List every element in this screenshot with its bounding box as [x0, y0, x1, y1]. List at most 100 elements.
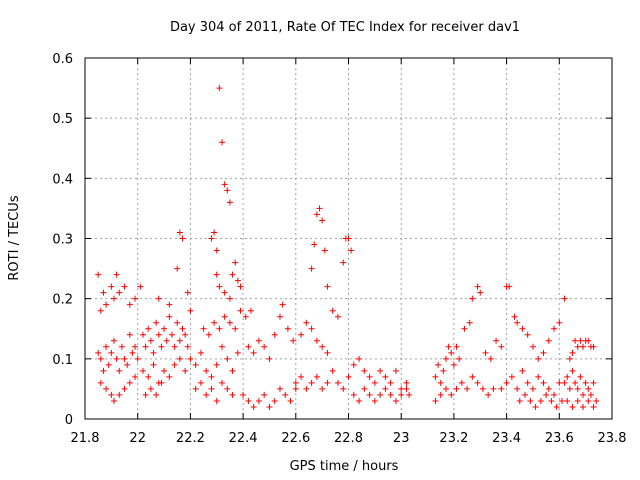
data-point	[313, 211, 320, 218]
data-point	[540, 349, 547, 356]
data-point	[464, 385, 471, 392]
data-point	[240, 391, 247, 398]
data-point	[108, 283, 115, 290]
data-point	[171, 343, 178, 350]
data-point	[250, 403, 257, 410]
data-point	[582, 379, 589, 386]
data-point	[174, 265, 181, 272]
y-tick-label: 0.6	[52, 52, 73, 67]
data-point	[561, 295, 568, 302]
data-point	[458, 379, 465, 386]
data-point	[163, 337, 170, 344]
data-point	[219, 343, 226, 350]
data-point	[545, 337, 552, 344]
x-tick-label: 23.8	[598, 431, 627, 446]
data-point	[113, 271, 120, 278]
data-point	[361, 367, 368, 374]
data-point	[432, 373, 439, 380]
data-point	[371, 397, 378, 404]
data-point	[535, 373, 542, 380]
data-point	[514, 385, 521, 392]
data-point	[250, 349, 257, 356]
data-point	[116, 367, 123, 374]
data-point	[556, 379, 563, 386]
data-point	[524, 331, 531, 338]
data-point	[179, 235, 186, 242]
data-point	[292, 379, 299, 386]
data-point	[348, 247, 355, 254]
data-point	[319, 385, 326, 392]
data-point	[166, 301, 173, 308]
data-point	[248, 307, 255, 314]
data-point	[226, 319, 233, 326]
x-tick-label: 22.6	[281, 431, 310, 446]
data-point	[377, 367, 384, 374]
data-point	[498, 343, 505, 350]
data-point	[340, 259, 347, 266]
data-point	[208, 235, 215, 242]
data-point	[537, 397, 544, 404]
data-point	[553, 403, 560, 410]
data-point	[237, 283, 244, 290]
data-point	[387, 379, 394, 386]
data-point	[522, 391, 529, 398]
data-point	[450, 361, 457, 368]
data-point	[356, 355, 363, 362]
data-point	[564, 373, 571, 380]
data-point	[139, 331, 146, 338]
data-point	[221, 313, 228, 320]
data-point	[221, 181, 228, 188]
data-point	[566, 385, 573, 392]
data-point	[406, 391, 413, 398]
data-point	[100, 367, 107, 374]
x-tick-label: 23.2	[439, 431, 468, 446]
data-point	[213, 397, 220, 404]
data-point	[174, 319, 181, 326]
data-point	[474, 283, 481, 290]
data-point	[187, 355, 194, 362]
data-point	[113, 355, 120, 362]
data-point	[208, 385, 215, 392]
data-point	[161, 367, 168, 374]
data-point	[580, 391, 587, 398]
data-point	[226, 199, 233, 206]
x-axis-label: GPS time / hours	[290, 459, 399, 474]
data-point	[474, 379, 481, 386]
data-point	[213, 247, 220, 254]
data-point	[569, 349, 576, 356]
data-point	[453, 385, 460, 392]
data-point	[224, 385, 231, 392]
data-point	[561, 379, 568, 386]
x-tick-label: 22.8	[334, 431, 363, 446]
data-point	[221, 289, 228, 296]
data-point	[574, 397, 581, 404]
data-point	[313, 373, 320, 380]
data-point	[229, 271, 236, 278]
axis-ticks: 21.8 22 22.2 22.4 22.6 22.8 23 23.2 23.4 23.6 23.8…	[52, 52, 626, 446]
data-point	[234, 277, 241, 284]
y-axis-label: ROTI / TECUs	[7, 195, 22, 280]
data-point	[493, 337, 500, 344]
y-tick-label: 0.3	[52, 233, 73, 248]
data-point	[548, 397, 555, 404]
data-point	[403, 385, 410, 392]
data-point	[590, 343, 597, 350]
data-point	[524, 379, 531, 386]
data-point	[535, 355, 542, 362]
data-point	[229, 367, 236, 374]
data-point	[203, 367, 210, 374]
data-point	[134, 355, 141, 362]
data-point	[324, 379, 331, 386]
data-point	[479, 385, 486, 392]
data-point	[158, 343, 165, 350]
data-point	[448, 391, 455, 398]
data-point	[485, 391, 492, 398]
data-point	[551, 391, 558, 398]
data-point	[398, 391, 405, 398]
data-point	[356, 397, 363, 404]
data-point	[477, 289, 484, 296]
data-point	[137, 283, 144, 290]
data-point	[282, 391, 289, 398]
data-point	[266, 403, 273, 410]
data-point	[519, 367, 526, 374]
